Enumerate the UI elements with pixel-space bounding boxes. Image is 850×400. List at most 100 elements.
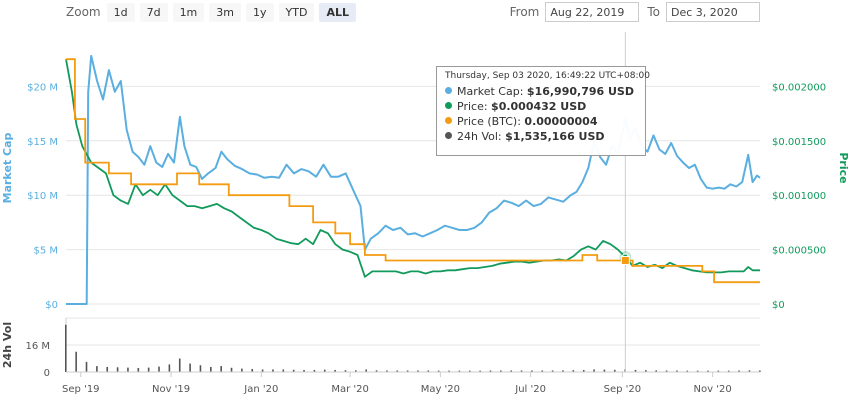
volume-bar: [437, 370, 440, 372]
volume-bar: [613, 369, 616, 372]
price-dot-icon: [445, 102, 452, 109]
tooltip-row-price-btc: Price (BTC): 0.00000004: [445, 114, 637, 129]
zoom-7d-button[interactable]: 7d: [139, 2, 168, 22]
volume-bar: [303, 369, 305, 372]
zoom-all-button[interactable]: ALL: [319, 2, 356, 22]
volume-bar: [396, 370, 399, 372]
volume-bar: [168, 364, 171, 372]
x-axis-tick-label: Jan '20: [243, 384, 278, 395]
zoom-toolbar: Zoom 1d 7d 1m 3m 1y YTD ALL: [66, 2, 361, 22]
to-date-input[interactable]: [666, 2, 760, 22]
volume-bar: [572, 370, 575, 372]
zoom-ytd-button[interactable]: YTD: [278, 2, 315, 22]
left-axis-tick-label: $10 M: [27, 191, 58, 202]
market-cap-dot-icon: [445, 87, 452, 94]
volume-bar: [676, 370, 678, 372]
volume-bar: [551, 370, 554, 372]
left-axis-tick-label: $0: [45, 300, 58, 311]
price-btc-hover-marker: [620, 255, 630, 265]
volume-bar: [65, 324, 67, 372]
from-date-input[interactable]: [545, 2, 640, 22]
left-axis-tick-label: $20 M: [27, 82, 58, 93]
from-label: From: [509, 5, 540, 19]
tooltip-value: $1,535,166 USD: [505, 130, 605, 143]
x-axis-tick-label: Mar '20: [331, 384, 369, 395]
x-axis-tick-label: Sep '20: [604, 384, 642, 395]
x-axis-tick-label: Sep '19: [62, 384, 100, 395]
volume-bar: [500, 370, 502, 372]
tooltip-label: Market Cap:: [457, 85, 524, 98]
zoom-1d-button[interactable]: 1d: [106, 2, 135, 22]
tooltip-label: 24h Vol:: [457, 130, 502, 143]
volume-axis-title: 24h Vol: [1, 322, 14, 368]
volume-bar: [313, 369, 316, 372]
zoom-1y-button[interactable]: 1y: [246, 2, 274, 22]
volume-bar: [645, 370, 647, 372]
volume-bar: [127, 367, 129, 372]
tooltip-value: $0.000432 USD: [491, 100, 587, 113]
volume-bar: [189, 363, 191, 372]
right-axis-title: Price: [837, 152, 850, 183]
series-lines: [65, 54, 761, 305]
x-axis-tick-label: Jul '20: [514, 384, 546, 395]
volume-bar: [541, 370, 544, 372]
right-axis-tick-label: $0.001500: [772, 137, 826, 148]
volume-bar: [85, 361, 88, 372]
volume-axis-tick-label: 0: [44, 368, 50, 379]
volume-bar: [707, 370, 709, 372]
left-axis-title: Market Cap: [1, 133, 14, 204]
volume-bar: [665, 370, 668, 372]
price-btc-dot-icon: [445, 117, 452, 124]
volume-bar: [220, 366, 222, 372]
right-axis-tick-label: $0.000500: [772, 246, 826, 257]
volume-bar: [365, 369, 367, 372]
volume-bar: [738, 370, 740, 372]
volume-bar: [696, 370, 699, 372]
tooltip-row-market-cap: Market Cap: $16,990,796 USD: [445, 84, 637, 99]
volume-bar: [759, 370, 761, 372]
volume-bar: [427, 370, 430, 372]
volume-bar: [292, 369, 295, 372]
volume-bar: [334, 369, 336, 372]
volume-bar: [241, 368, 243, 372]
volume-bar: [199, 365, 202, 372]
volume-bar: [116, 367, 119, 372]
volume-bar: [147, 367, 150, 372]
tooltip-row-volume: 24h Vol: $1,535,166 USD: [445, 129, 637, 144]
x-axis-tick-label: Nov '20: [694, 384, 732, 395]
zoom-3m-button[interactable]: 3m: [209, 2, 241, 22]
volume-bar: [686, 370, 689, 372]
volume-bar: [158, 366, 160, 372]
volume-bar: [717, 370, 720, 372]
volume-bar: [178, 358, 181, 372]
volume-bar: [375, 370, 378, 372]
volume-bar: [386, 370, 388, 372]
zoom-1m-button[interactable]: 1m: [172, 2, 205, 22]
tooltip-label: Price (BTC):: [457, 115, 521, 128]
grid: [65, 85, 760, 373]
volume-bar: [96, 366, 98, 372]
volume-bar: [272, 369, 274, 372]
volume-bar: [634, 369, 637, 372]
volume-bar: [230, 367, 233, 372]
price-line: [65, 59, 760, 278]
volume-bar: [344, 370, 347, 372]
axes: $0 $0 $5 M $0.000500 $10 M $0.001000 $15 M $0.0…: [1, 82, 850, 395]
left-axis-tick-label: $5 M: [33, 246, 58, 257]
volume-bar: [531, 370, 533, 372]
volume-bar: [210, 366, 212, 372]
tooltip-value: 0.00000004: [524, 115, 598, 128]
tooltip-row-price: Price: $0.000432 USD: [445, 99, 637, 114]
volume-bar: [468, 370, 471, 372]
to-label: To: [647, 5, 660, 19]
x-axis-tick-label: May '20: [421, 384, 460, 395]
volume-bar: [106, 366, 109, 372]
volume-bar: [727, 370, 730, 372]
volume-bar: [75, 351, 77, 372]
tooltip-label: Price:: [457, 100, 488, 113]
volume-bar: [137, 367, 140, 372]
volume-bar: [458, 370, 461, 372]
volume-bar: [479, 370, 481, 372]
volume-bar: [355, 370, 357, 372]
